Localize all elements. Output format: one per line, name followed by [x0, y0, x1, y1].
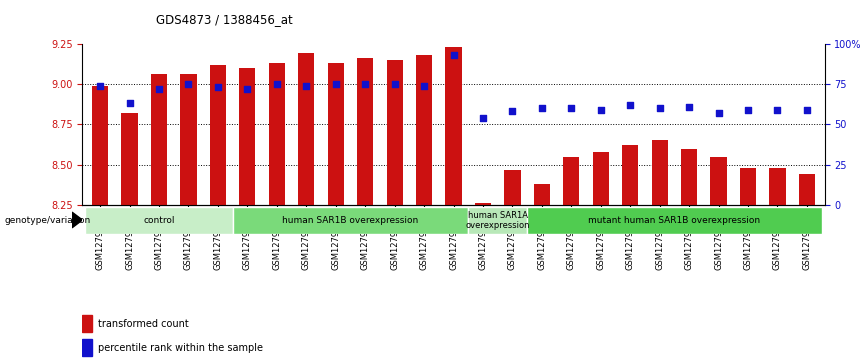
Point: [771, 107, 785, 113]
Bar: [475, 204, 491, 205]
Point: [476, 115, 490, 121]
Point: [446, 52, 460, 58]
Point: [211, 84, 225, 90]
Point: [505, 109, 519, 114]
Bar: [711, 156, 727, 205]
Bar: [652, 140, 667, 205]
Bar: [151, 74, 168, 205]
Bar: [799, 174, 815, 205]
Point: [564, 105, 578, 111]
Bar: [534, 184, 550, 205]
Point: [270, 81, 284, 87]
Polygon shape: [72, 212, 82, 228]
Point: [329, 81, 343, 87]
Bar: [740, 168, 756, 205]
Text: genotype/variation: genotype/variation: [4, 216, 90, 225]
Text: control: control: [143, 216, 174, 225]
Bar: [327, 63, 344, 205]
Bar: [269, 63, 285, 205]
Text: mutant human SAR1B overexpression: mutant human SAR1B overexpression: [589, 216, 760, 225]
Bar: [357, 58, 373, 205]
Bar: [122, 113, 138, 205]
Bar: [527, 207, 822, 234]
Point: [712, 110, 726, 116]
Bar: [210, 65, 226, 205]
Bar: [82, 315, 92, 332]
Point: [152, 86, 166, 92]
Bar: [468, 207, 527, 234]
Point: [418, 83, 431, 89]
Point: [623, 102, 637, 108]
Point: [653, 105, 667, 111]
Bar: [416, 55, 432, 205]
Text: human SAR1A
overexpression: human SAR1A overexpression: [465, 211, 530, 230]
Point: [181, 81, 195, 87]
Point: [594, 107, 608, 113]
Point: [682, 104, 696, 110]
Bar: [445, 47, 462, 205]
Text: percentile rank within the sample: percentile rank within the sample: [97, 343, 263, 352]
Point: [240, 86, 254, 92]
Bar: [593, 152, 608, 205]
Bar: [240, 68, 255, 205]
Point: [741, 107, 755, 113]
Bar: [82, 339, 92, 356]
Text: human SAR1B overexpression: human SAR1B overexpression: [282, 216, 418, 225]
Point: [535, 105, 549, 111]
Bar: [504, 170, 521, 205]
Bar: [85, 207, 233, 234]
Text: transformed count: transformed count: [97, 319, 188, 329]
Bar: [622, 145, 638, 205]
Point: [800, 107, 814, 113]
Bar: [181, 74, 196, 205]
Point: [388, 81, 402, 87]
Bar: [769, 168, 786, 205]
Bar: [386, 60, 403, 205]
Point: [122, 101, 136, 106]
Bar: [299, 53, 314, 205]
Point: [299, 83, 313, 89]
Point: [358, 81, 372, 87]
Bar: [233, 207, 468, 234]
Bar: [681, 148, 697, 205]
Bar: [92, 86, 108, 205]
Point: [93, 83, 107, 89]
Text: GDS4873 / 1388456_at: GDS4873 / 1388456_at: [156, 13, 293, 26]
Bar: [563, 156, 580, 205]
